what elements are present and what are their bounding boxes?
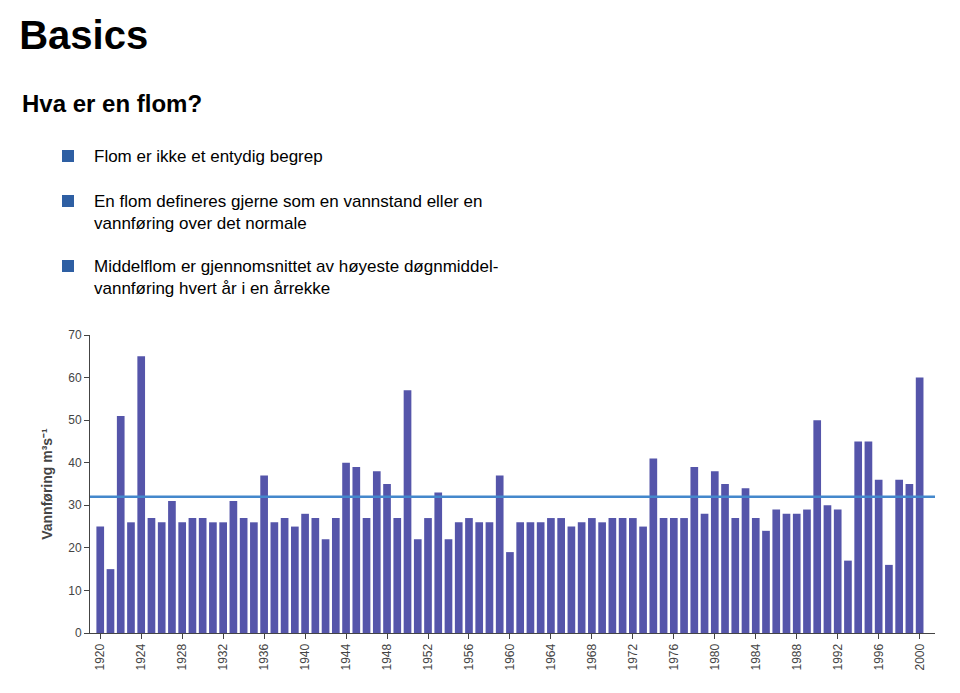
svg-text:30: 30 bbox=[68, 498, 82, 512]
svg-text:40: 40 bbox=[68, 456, 82, 470]
svg-text:1992: 1992 bbox=[831, 643, 845, 670]
svg-text:1928: 1928 bbox=[175, 643, 189, 670]
svg-text:1920: 1920 bbox=[93, 643, 107, 670]
svg-text:1964: 1964 bbox=[544, 643, 558, 670]
svg-text:1924: 1924 bbox=[134, 643, 148, 670]
svg-text:1984: 1984 bbox=[749, 643, 763, 670]
svg-text:En flom defineres gjerne som e: En flom defineres gjerne som en vannstan… bbox=[94, 192, 482, 233]
svg-text:10: 10 bbox=[68, 584, 82, 598]
svg-text:1960: 1960 bbox=[503, 643, 517, 670]
svg-text:1944: 1944 bbox=[339, 643, 353, 670]
svg-text:Hva er en flom?: Hva er en flom? bbox=[22, 90, 202, 117]
svg-text:1996: 1996 bbox=[872, 643, 886, 670]
svg-text:1932: 1932 bbox=[216, 643, 230, 670]
svg-text:1976: 1976 bbox=[667, 643, 681, 670]
svg-text:1936: 1936 bbox=[257, 643, 271, 670]
svg-text:1968: 1968 bbox=[585, 643, 599, 670]
svg-text:1948: 1948 bbox=[380, 643, 394, 670]
svg-text:1940: 1940 bbox=[298, 643, 312, 670]
svg-text:1952: 1952 bbox=[421, 643, 435, 670]
svg-text:Flom er ikke et entydig begrep: Flom er ikke et entydig begrep bbox=[94, 147, 323, 166]
svg-text:Vannføring m³s⁻¹: Vannføring m³s⁻¹ bbox=[39, 428, 55, 540]
svg-text:20: 20 bbox=[68, 541, 82, 555]
svg-text:1956: 1956 bbox=[462, 643, 476, 670]
svg-text:0: 0 bbox=[75, 626, 82, 640]
svg-text:70: 70 bbox=[68, 328, 82, 342]
svg-text:1972: 1972 bbox=[626, 643, 640, 670]
svg-text:1980: 1980 bbox=[708, 643, 722, 670]
svg-text:Middelflom er gjennomsnittet a: Middelflom er gjennomsnittet av høyeste … bbox=[94, 257, 498, 298]
svg-text:1988: 1988 bbox=[790, 643, 804, 670]
svg-text:60: 60 bbox=[68, 371, 82, 385]
svg-text:2000: 2000 bbox=[913, 643, 927, 670]
svg-text:50: 50 bbox=[68, 413, 82, 427]
svg-text:Basics: Basics bbox=[19, 13, 148, 57]
